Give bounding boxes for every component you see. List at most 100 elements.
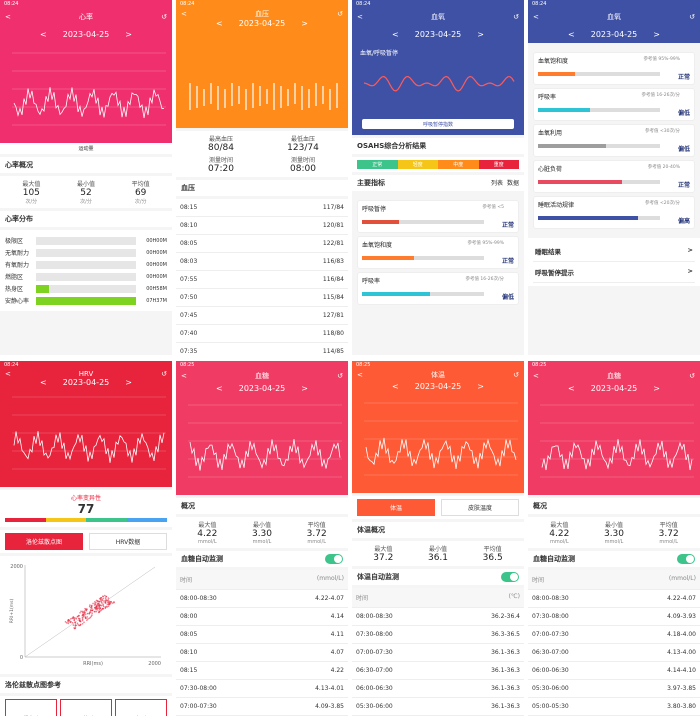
table-row[interactable]: 07:00-07:30 4.18-4.00	[528, 626, 700, 644]
next-date[interactable]: >	[653, 29, 660, 39]
tab[interactable]: 皮肤温度	[441, 499, 519, 516]
stat-value: 36.1	[427, 553, 449, 563]
table-row[interactable]: 06:30-07:00 36.1-36.3	[352, 662, 524, 680]
indicator-card[interactable]: 呼吸暂停 参考值 <5 正常	[357, 200, 519, 233]
reference-thumbnail[interactable]: 火箭形	[60, 699, 112, 716]
table-row[interactable]: 07:30-08:00 36.3-36.5	[352, 626, 524, 644]
table-row[interactable]: 08:00-08:30 4.22-4.07	[176, 590, 348, 608]
table-row[interactable]: 06:30-07:00 4.13-4.00	[528, 644, 700, 662]
table-row[interactable]: 08:00 4.14	[176, 608, 348, 626]
table-row[interactable]: 08:05 4.11	[176, 626, 348, 644]
next-date[interactable]: >	[477, 382, 484, 392]
table-row[interactable]: 06:00-06:30 4.14-4.10	[528, 662, 700, 680]
prev-date[interactable]: <	[216, 19, 223, 28]
table-row[interactable]: 07:55 116/84	[176, 271, 348, 289]
prev-date[interactable]: <	[392, 29, 399, 39]
share-button[interactable]: ↺	[337, 371, 343, 380]
back-button[interactable]: <	[181, 10, 187, 18]
table-row[interactable]: 06:00-06:30 36.1-36.3	[352, 680, 524, 698]
table-row[interactable]: 05:30-06:00 36.1-36.3	[352, 698, 524, 716]
indicator-card[interactable]: 心脏负荷 参考值 20-40% 正常	[533, 160, 695, 193]
row-value: 114/85	[322, 348, 344, 355]
table-row[interactable]: 07:30-08:00 4.13-4.01	[176, 680, 348, 698]
prev-date[interactable]: <	[40, 29, 47, 39]
share-button[interactable]: ↺	[337, 10, 343, 18]
next-date[interactable]: >	[653, 383, 660, 393]
table-row[interactable]: 07:00-07:30 4.09-3.85	[176, 698, 348, 716]
share-button[interactable]: ↺	[161, 370, 167, 378]
table-row[interactable]: 07:35 114/85	[176, 343, 348, 355]
back-button[interactable]: <	[357, 13, 363, 21]
reference-thumbnail[interactable]: 慢变形	[5, 699, 57, 716]
table-row[interactable]: 08:00-08:30 4.22-4.07	[528, 590, 700, 608]
scatter-point	[95, 610, 98, 613]
back-button[interactable]: <	[357, 371, 363, 380]
table-row[interactable]: 07:45 127/81	[176, 307, 348, 325]
table-row[interactable]: 07:00-07:30 36.1-36.3	[352, 644, 524, 662]
indicator-card[interactable]: 呼吸率 参考值 16-26次/分 偏低	[533, 88, 695, 121]
tab[interactable]: HRV数据	[89, 533, 167, 550]
table-row[interactable]: 08:00-08:30 36.2-36.4	[352, 608, 524, 626]
section-title: 血压	[176, 180, 348, 196]
next-date[interactable]: >	[477, 29, 484, 39]
indicator-card[interactable]: 血氧饱和度 参考值 95%-99% 正常	[357, 236, 519, 269]
section-title: 洛伦兹散点图参考	[0, 677, 172, 693]
indicator-card[interactable]: 血氧饱和度 参考值 95%-99% 正常	[533, 52, 695, 85]
table-row[interactable]: 05:30-06:00 3.97-3.85	[528, 680, 700, 698]
share-button[interactable]: ↺	[689, 371, 695, 380]
row-value: 4.14	[330, 613, 344, 620]
share-button[interactable]: ↺	[513, 371, 519, 380]
next-date[interactable]: >	[125, 378, 132, 387]
share-button[interactable]: ↺	[689, 13, 695, 21]
link-row[interactable]: 睡眠结果 >	[533, 241, 695, 262]
back-button[interactable]: <	[5, 370, 11, 378]
stat-value: 37.2	[373, 553, 394, 563]
indicator-card[interactable]: 血氧利用 参考值 <30次/分 偏低	[533, 124, 695, 157]
row-value: 3.97-3.85	[667, 685, 696, 692]
share-button[interactable]: ↺	[161, 13, 167, 21]
back-button[interactable]: <	[5, 13, 11, 21]
table-row[interactable]: 08:15 117/84	[176, 199, 348, 217]
prev-date[interactable]: <	[568, 29, 575, 39]
back-button[interactable]: <	[181, 371, 187, 380]
table-row[interactable]: 05:00-05:30 3.80-3.80	[528, 698, 700, 716]
back-button[interactable]: <	[533, 371, 539, 380]
view-option[interactable]: 列表	[490, 180, 503, 187]
prev-date[interactable]: <	[40, 378, 47, 387]
table-row[interactable]: 07:40 118/80	[176, 325, 348, 343]
toggle-switch[interactable]	[501, 572, 519, 582]
prev-date[interactable]: <	[392, 382, 399, 392]
row-value: 36.1-36.3	[491, 649, 520, 656]
chart-button-label[interactable]: 呼吸暂停指数	[423, 121, 453, 128]
prev-date[interactable]: <	[568, 383, 575, 393]
view-option[interactable]: 数据	[506, 180, 519, 187]
prev-date[interactable]: <	[216, 383, 223, 393]
scatter-point	[94, 610, 96, 613]
reference-thumbnail[interactable]: 鱼形	[115, 699, 167, 716]
scatter-point	[74, 623, 77, 625]
next-date[interactable]: >	[301, 19, 308, 28]
table-row[interactable]: 08:10 4.07	[176, 644, 348, 662]
table-row[interactable]: 07:50 115/84	[176, 289, 348, 307]
table-row[interactable]: 07:30-08:00 4.09-3.93	[528, 608, 700, 626]
table-row[interactable]: 08:15 4.22	[176, 662, 348, 680]
toggle-switch[interactable]	[677, 554, 695, 564]
link-row[interactable]: 呼吸暂停提示 >	[533, 262, 695, 283]
next-date[interactable]: >	[125, 29, 132, 39]
date: 2023-04-25	[590, 29, 638, 39]
share-button[interactable]: ↺	[513, 13, 519, 21]
table-row[interactable]: 08:03 116/83	[176, 253, 348, 271]
tab[interactable]: 体温	[357, 499, 435, 516]
indicator-card[interactable]: 呼吸率 参考值 16-26次/分 偏低	[357, 272, 519, 305]
indicator-card[interactable]: 睡眠活动规律 参考值 <20次/分 偏高	[533, 196, 695, 229]
next-date[interactable]: >	[301, 383, 308, 393]
scatter-point	[88, 617, 90, 620]
toggle-switch[interactable]	[325, 554, 343, 564]
table-row[interactable]: 08:10 120/81	[176, 217, 348, 235]
row-time: 07:35	[180, 348, 198, 355]
scatter-point	[105, 595, 107, 598]
table-row[interactable]: 08:05 122/81	[176, 235, 348, 253]
scatter-point	[69, 618, 72, 620]
tab[interactable]: 洛伦兹散点图	[5, 533, 83, 550]
back-button[interactable]: <	[533, 13, 539, 21]
